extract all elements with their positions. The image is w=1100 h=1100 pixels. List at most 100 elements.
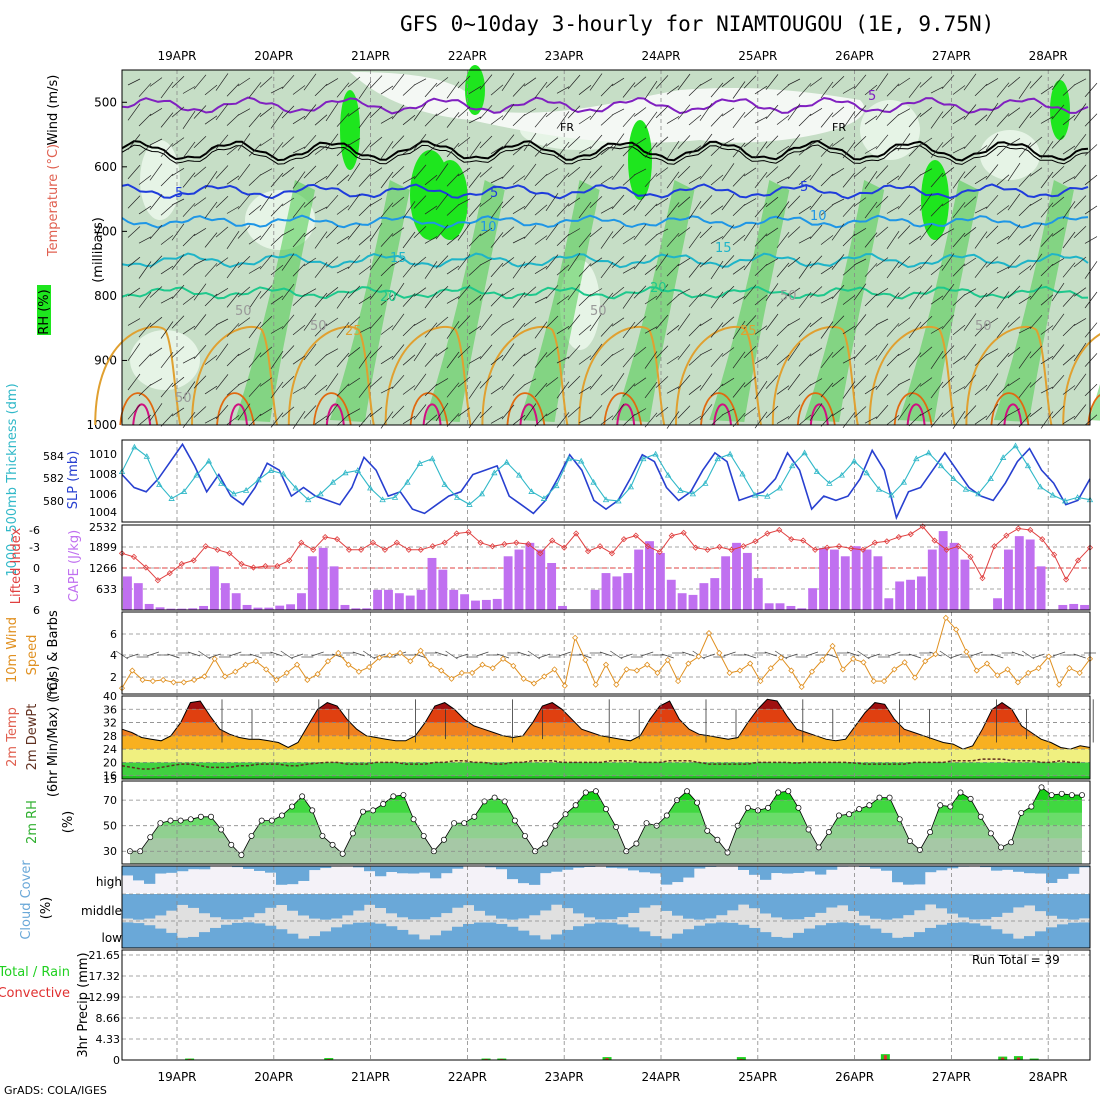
thickness-point	[453, 494, 461, 500]
wind-barb	[710, 113, 724, 127]
thickness-point	[255, 476, 262, 483]
cape-bar	[732, 542, 741, 610]
wind-speed-point	[942, 614, 949, 621]
cape-bar	[318, 547, 328, 610]
wind-barb	[138, 261, 152, 279]
cloud-high-bar	[507, 866, 519, 880]
cloud-high-bar	[155, 866, 167, 874]
wind-barb	[248, 383, 262, 397]
wind-barb	[534, 204, 548, 216]
cloud-mid-bar	[243, 894, 255, 918]
wind-barb	[1018, 382, 1032, 398]
wind-barb	[1007, 285, 1021, 299]
wind-barb	[985, 225, 999, 239]
wind-speed-point	[314, 671, 321, 678]
cloud-high-bar	[639, 866, 651, 873]
wind-barb	[567, 345, 581, 359]
wind-barb	[402, 231, 416, 249]
wind-barb	[160, 112, 174, 128]
cloud-high-bar	[452, 866, 464, 869]
rh-point	[957, 789, 964, 796]
rh-point	[846, 811, 853, 818]
li-point	[417, 546, 424, 553]
wind-barb	[974, 206, 988, 214]
temp-band	[122, 709, 1090, 723]
rh-point	[289, 803, 295, 810]
cloud-mid-bar	[199, 894, 211, 914]
wind-barb-10m	[847, 651, 860, 657]
wind-barb	[710, 291, 724, 309]
wind-barb	[710, 82, 724, 98]
wind-barb	[589, 196, 603, 208]
cloud-low-bar	[595, 922, 607, 948]
wind-barb	[380, 233, 394, 247]
thickness-point	[751, 491, 759, 498]
thickness-point	[540, 495, 548, 501]
rh-point	[876, 794, 883, 801]
wind-barb	[1073, 287, 1087, 297]
wind-barb	[127, 103, 141, 121]
wind-barb	[875, 318, 889, 326]
wind-barb	[589, 257, 603, 267]
wind-barb	[545, 315, 559, 329]
cloud-mid-bar	[925, 894, 937, 905]
wind-barb	[941, 136, 955, 148]
cloud-high-bar	[980, 866, 992, 868]
wind-barb	[501, 287, 515, 297]
rh-point	[197, 813, 204, 820]
cape-bar	[231, 593, 241, 610]
wind-barb	[391, 196, 405, 208]
contour-label: 50	[310, 319, 327, 334]
thickness-point	[218, 480, 225, 486]
cape-bar	[623, 573, 633, 610]
wind-barb	[545, 168, 559, 176]
temp-contour-25	[384, 325, 472, 426]
rh-point	[825, 829, 832, 836]
wind-barb-10m	[610, 650, 623, 660]
wind-speed-point	[695, 653, 702, 660]
wind-barb	[743, 198, 757, 206]
thickness-point	[354, 467, 361, 473]
wind-barb-10m	[198, 650, 211, 660]
wind-barb	[281, 136, 295, 148]
li-point	[596, 543, 604, 550]
li-point	[501, 541, 508, 548]
cape-bar	[340, 604, 350, 610]
wind-barb	[952, 146, 966, 154]
cloud-low-bar	[188, 936, 200, 948]
cloud-low-bar	[320, 931, 332, 948]
wind-barb	[732, 234, 746, 246]
wind-barb	[1073, 404, 1087, 420]
wind-barb	[413, 133, 427, 151]
rh-point	[420, 832, 427, 839]
li-tick-label: 0	[33, 562, 40, 575]
wind-speed-point	[808, 668, 816, 675]
wind-barb	[127, 78, 141, 86]
wind-barb	[490, 416, 504, 424]
wind-barb	[1018, 173, 1032, 187]
wind-barb	[479, 227, 493, 237]
wind-barb	[622, 82, 636, 98]
wind-barb	[666, 140, 680, 160]
wind-barb	[314, 415, 328, 425]
wind-barb	[721, 138, 735, 146]
thickness-point	[838, 471, 845, 478]
cloud-high-bar	[903, 866, 915, 885]
cape-bar	[373, 589, 383, 610]
wind-barb	[732, 382, 746, 398]
wind-barb	[446, 296, 460, 304]
temperature-label: Temperature (°C)	[46, 144, 61, 257]
cloud-mid-bar	[144, 894, 156, 919]
wind-ms-label: Wind (m/s)	[46, 75, 61, 146]
cloud-high-bar	[144, 866, 156, 884]
wind-barb	[182, 356, 196, 364]
wind-barb	[633, 168, 647, 176]
rh-point	[147, 834, 154, 841]
wind-barb	[886, 231, 900, 249]
wind-barb	[952, 294, 966, 306]
li-point	[764, 530, 771, 537]
temp-tick-label: 24	[103, 743, 117, 756]
cloud-high-bar	[430, 866, 442, 879]
rh-point	[511, 817, 518, 824]
cloud-high-bar	[1013, 866, 1025, 872]
